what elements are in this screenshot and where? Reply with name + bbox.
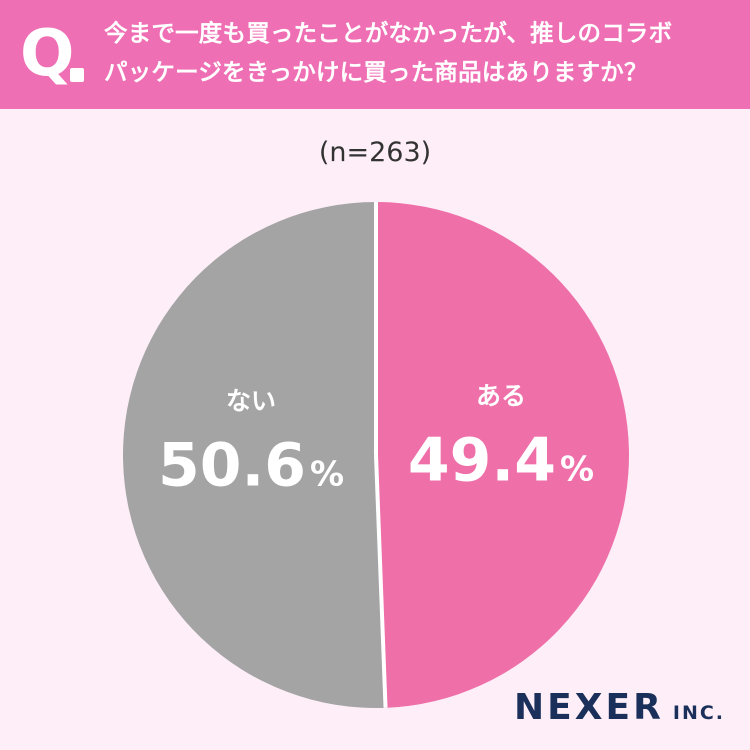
slice-separator: [374, 454, 388, 708]
brand-name: NEXER: [514, 687, 664, 728]
q-dot: [70, 68, 84, 82]
slice-label-1: ある: [476, 382, 526, 411]
slice-percent-2: 50.6%: [158, 430, 344, 500]
question-line-2: パッケージをきっかけに買った商品はありますか？: [104, 58, 648, 86]
question-header: Q 今まで一度も買ったことがなかったが、推しのコラボ パッケージをきっかけに買っ…: [0, 0, 750, 109]
pie-slice-2: [123, 202, 386, 709]
sample-size-label: (n=263): [318, 137, 432, 168]
slice-label-2: ない: [226, 386, 276, 415]
question-line-1: 今まで一度も買ったことがなかったが、推しのコラボ: [104, 19, 673, 47]
brand-logo: NEXER INC.: [514, 687, 725, 728]
brand-suffix: INC.: [672, 702, 726, 724]
q-mark: Q: [20, 17, 75, 91]
pie-slice-1: [376, 202, 630, 708]
slice-percent-1: 49.4%: [408, 426, 594, 496]
question-text: 今まで一度も買ったことがなかったが、推しのコラボ パッケージをきっかけに買った商…: [104, 14, 734, 92]
